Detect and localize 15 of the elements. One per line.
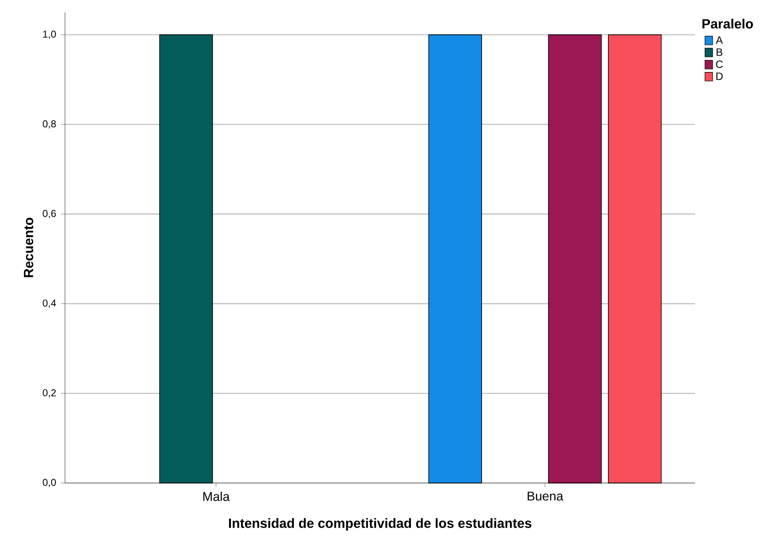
legend-label: D xyxy=(716,72,723,80)
legend-label: C xyxy=(716,60,723,68)
x-tick-label: Mala xyxy=(203,492,230,502)
legend-label: B xyxy=(716,48,722,56)
x-tick-label: Buena xyxy=(528,492,564,501)
y-axis-title: Recuento xyxy=(24,218,34,278)
legend-title: Paralelo xyxy=(702,18,753,29)
y-tick-label: 0,8 xyxy=(42,120,56,129)
legend-label: A xyxy=(716,36,723,44)
y-tick-label: 0,2 xyxy=(42,389,56,398)
y-tick-label: 1,0 xyxy=(43,30,56,39)
y-tick-label: 0,0 xyxy=(42,478,56,488)
x-axis-title: Intensidad de competitividad de los estudiantes xyxy=(229,518,532,531)
y-tick-label: 0,4 xyxy=(42,300,56,308)
y-tick-label: 0,6 xyxy=(42,210,56,218)
